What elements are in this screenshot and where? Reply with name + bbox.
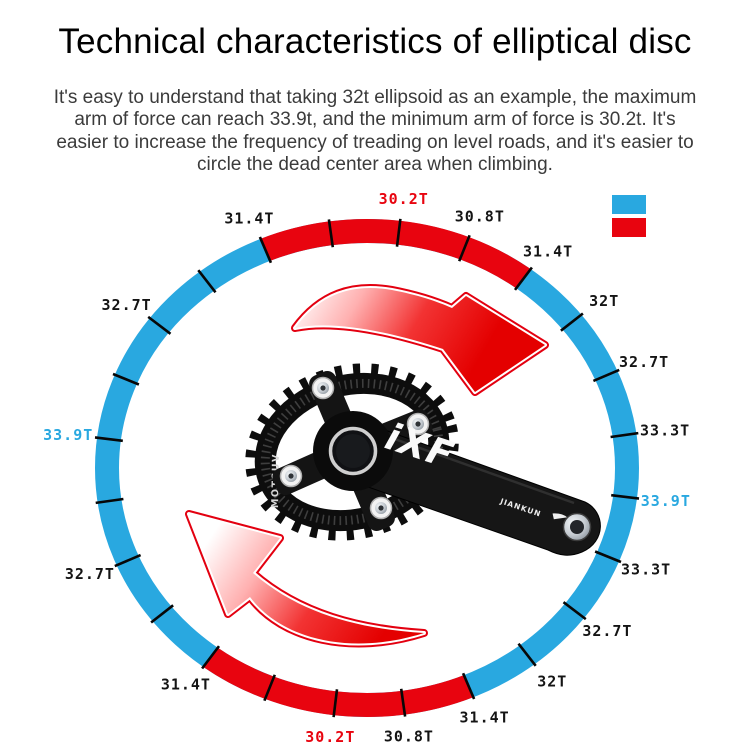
ring-red-arc [261,218,531,289]
ring-label: 31.4T [161,675,211,693]
ring-label: 32.7T [65,565,115,583]
ring-red-arc [203,647,473,718]
description-line: circle the dead center area when climbin… [197,154,553,176]
ring-label: 32T [537,673,567,691]
segment-tick [332,689,339,718]
rotation-arrows [185,284,549,648]
ring-label: 33.9T [43,426,93,444]
ring-label: 31.4T [224,210,274,228]
segment-tick [112,372,140,386]
ring-label: 33.9T [641,492,691,510]
segment-tick [258,236,273,264]
pedal-bolt [562,512,592,542]
segment-tick [517,642,537,667]
segment-tick [395,218,402,247]
segment-tick [610,431,639,439]
tooth-ring: 30.2T 30.8T 31.4T 32T 32.7T 33.3T 33.9T 33.3T 32… [43,190,691,746]
description-line: It's easy to understand that taking 32t … [53,87,697,108]
ring-label: 32.7T [619,353,669,371]
segment-tick [263,674,277,702]
segment-tick [201,645,221,670]
ring-label: 30.8T [455,208,505,226]
segment-tick [94,436,123,443]
segment-tick [114,553,142,568]
bottom-bracket-boss [313,411,393,491]
segment-tick [592,368,620,383]
segment-tick [611,493,640,500]
chainring-teeth [245,363,459,541]
ring-label: 30.2T [305,728,355,746]
ring-label: 33.3T [621,561,671,579]
segment-tick [150,604,174,624]
ring-label: 33.3T [640,421,690,439]
segment-tick [562,601,587,621]
segment-tick [461,672,476,700]
legend [612,195,646,237]
segment-tick [594,550,622,564]
segment-tick [197,269,217,294]
rotation-arrow-top [291,284,549,396]
description-line: easier to increase the frequency of trea… [56,131,694,153]
legend-swatch-red [612,218,646,237]
segment-tick [513,266,533,291]
swoosh-icon [552,513,568,520]
description-line: arm of force can reach 33.9t, and the mi… [74,109,676,131]
segment-tick [147,315,172,335]
description: It's easy to understand that taking 32t … [20,87,730,177]
ring-label: 32.7T [582,622,632,640]
ring-label: 30.8T [384,727,434,745]
page-title: Technical characteristics of elliptical … [58,22,692,61]
rotation-arrow-bottom [185,510,428,648]
segment-tick [457,234,471,262]
segment-tick [95,497,124,505]
segment-tick [327,219,335,248]
chainring-bolts [279,376,430,520]
legend-swatch-blue [612,195,646,214]
ring-label: 32T [589,292,619,310]
ring-label: 32.7T [102,296,152,314]
segment-tick [560,312,584,332]
ring-label: 31.4T [523,243,573,261]
crankset: MOTSUV [245,363,601,556]
ring-label: 30.2T [379,190,429,208]
ring-label: 31.4T [460,709,510,727]
segment-tick [399,688,407,717]
